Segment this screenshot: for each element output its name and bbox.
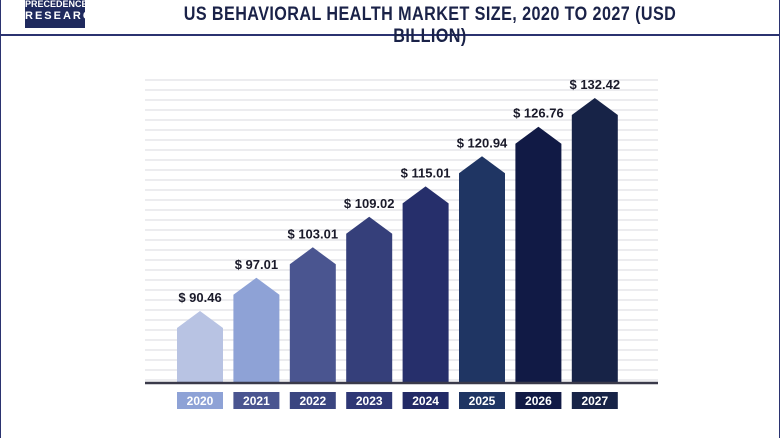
category-label: 2021	[243, 394, 270, 408]
bar-2024	[402, 186, 449, 382]
logo-line-1: PRECEDENCE	[25, 0, 88, 9]
bar-2023	[346, 216, 393, 382]
data-label: $ 109.02	[344, 196, 395, 211]
bar-2020	[177, 311, 223, 382]
chart-title: US BEHAVIORAL HEALTH MARKET SIZE, 2020 T…	[183, 4, 677, 47]
precedence-research-logo: PRECEDENCE RESEARCH	[25, 0, 103, 28]
data-label: $ 132.42	[569, 77, 620, 92]
category-label: 2022	[299, 394, 326, 408]
category-label-box	[346, 392, 393, 409]
bar-2021	[233, 277, 280, 382]
bar-2026	[515, 126, 562, 382]
data-label: $ 120.94	[457, 135, 508, 150]
category-label-box	[177, 392, 223, 409]
data-label: $ 97.01	[235, 257, 278, 272]
category-label-box	[402, 392, 449, 409]
category-label: 2023	[356, 394, 383, 408]
category-label-box	[571, 392, 618, 409]
data-label: $ 126.76	[513, 106, 564, 121]
category-label-box	[233, 392, 280, 409]
logo-line-2: RESEARCH	[25, 10, 103, 22]
header-divider	[0, 34, 780, 36]
data-label: $ 103.01	[287, 226, 338, 241]
category-label-box	[515, 392, 562, 409]
data-label: $ 90.46	[178, 290, 221, 305]
bar-2025	[459, 156, 505, 382]
category-label: 2024	[412, 394, 439, 408]
category-label-box	[289, 392, 336, 409]
bar-2022	[289, 247, 336, 382]
category-label: 2025	[469, 394, 496, 408]
bar-2027	[571, 98, 618, 382]
category-label: 2020	[187, 394, 214, 408]
category-label: 2026	[525, 394, 552, 408]
category-label: 2027	[581, 394, 608, 408]
data-label: $ 115.01	[401, 165, 451, 180]
category-label-box	[459, 392, 505, 409]
